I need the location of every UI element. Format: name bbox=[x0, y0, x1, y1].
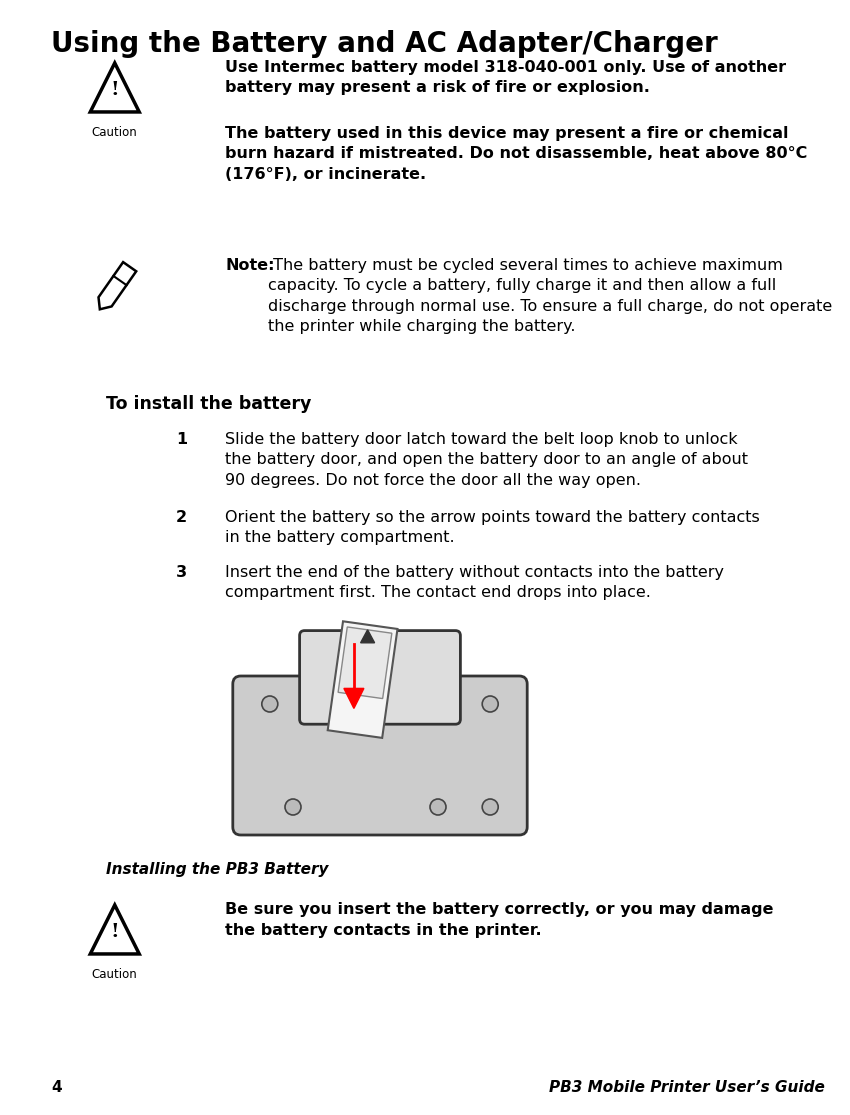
Text: Caution: Caution bbox=[92, 126, 138, 139]
Circle shape bbox=[482, 696, 498, 712]
Polygon shape bbox=[360, 630, 375, 643]
FancyBboxPatch shape bbox=[299, 631, 461, 725]
Text: PB3 Mobile Printer User’s Guide: PB3 Mobile Printer User’s Guide bbox=[548, 1080, 824, 1095]
Text: Using the Battery and AC Adapter/Charger: Using the Battery and AC Adapter/Charger bbox=[51, 30, 717, 58]
Text: 1: 1 bbox=[176, 432, 187, 447]
Text: Insert the end of the battery without contacts into the battery
compartment firs: Insert the end of the battery without co… bbox=[225, 565, 724, 600]
Text: Slide the battery door latch toward the belt loop knob to unlock
the battery doo: Slide the battery door latch toward the … bbox=[225, 432, 748, 487]
Text: !: ! bbox=[110, 923, 119, 941]
Text: Note:: Note: bbox=[225, 258, 275, 273]
Text: To install the battery: To install the battery bbox=[106, 395, 311, 413]
Text: Be sure you insert the battery correctly, or you may damage
the battery contacts: Be sure you insert the battery correctly… bbox=[225, 902, 774, 938]
FancyBboxPatch shape bbox=[233, 676, 527, 835]
Circle shape bbox=[430, 799, 446, 815]
Text: !: ! bbox=[110, 81, 119, 99]
Text: The battery must be cycled several times to achieve maximum
capacity. To cycle a: The battery must be cycled several times… bbox=[269, 258, 832, 334]
Text: Use Intermec battery model 318-040-001 only. Use of another
battery may present : Use Intermec battery model 318-040-001 o… bbox=[225, 60, 786, 96]
Text: 4: 4 bbox=[51, 1080, 61, 1095]
Text: 2: 2 bbox=[176, 510, 187, 525]
Circle shape bbox=[482, 799, 498, 815]
Bar bbox=[338, 627, 392, 699]
Bar bbox=[328, 621, 398, 738]
Text: Orient the battery so the arrow points toward the battery contacts
in the batter: Orient the battery so the arrow points t… bbox=[225, 510, 760, 545]
Text: Installing the PB3 Battery: Installing the PB3 Battery bbox=[106, 862, 328, 878]
Polygon shape bbox=[344, 688, 364, 708]
Text: The battery used in this device may present a fire or chemical
burn hazard if mi: The battery used in this device may pres… bbox=[225, 126, 808, 182]
Text: Caution: Caution bbox=[92, 968, 138, 981]
Text: 3: 3 bbox=[176, 565, 187, 580]
Circle shape bbox=[285, 799, 301, 815]
Circle shape bbox=[262, 696, 278, 712]
